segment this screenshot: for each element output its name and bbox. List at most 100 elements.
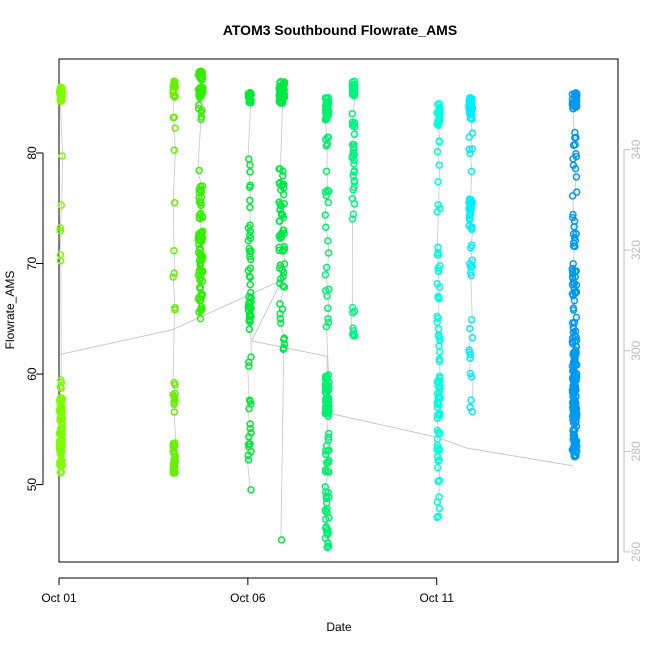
data-point [57,401,65,409]
data-point [275,246,283,255]
trace-line-8 [467,97,475,412]
data-point [570,233,579,242]
data-point [195,101,203,109]
data-point [434,325,443,333]
data-point [275,165,283,173]
data-point [57,404,66,412]
data-point [276,205,284,214]
data-point [435,493,443,501]
data-point [279,172,287,180]
data-point [277,230,285,238]
data-point [58,152,66,160]
data-point [570,451,579,460]
data-point [195,198,204,206]
data-point [170,146,179,154]
data-point [323,102,331,110]
data-point [278,247,287,255]
data-point [433,147,442,156]
data-point [324,314,332,323]
y2-tick-label: 300 [629,340,643,360]
data-point [244,306,253,315]
data-point [198,182,207,190]
data-point [280,260,289,268]
data-point [321,467,330,476]
data-point [435,295,443,303]
data-point [55,397,64,406]
data-point [169,81,177,90]
data-point [571,133,579,142]
data-point [245,433,253,441]
data-point [324,542,333,550]
data-point [569,141,578,149]
data-point [197,185,205,194]
data-point [350,150,359,159]
data-point [572,346,580,355]
y2-tick-label: 340 [629,139,643,159]
data-points [55,67,581,552]
data-point [435,409,443,418]
data-point [433,312,441,321]
data-point [170,378,178,387]
data-point [277,209,286,218]
data-point [467,94,475,103]
data-point [468,407,476,416]
y-tick-label: 60 [25,367,39,381]
data-point [275,85,284,93]
data-point [278,92,287,100]
data-point [170,269,178,277]
data-point [245,442,253,451]
data-point [435,392,443,401]
data-point [195,266,204,275]
data-point [321,524,330,533]
data-point [276,309,284,318]
data-point [246,302,254,311]
x-axis-label: Date [326,620,352,634]
data-point [569,260,577,268]
data-point [279,345,288,353]
data-point [324,198,333,207]
data-point [568,213,577,222]
data-point [436,429,444,438]
data-point [433,441,442,450]
data-point [280,340,289,349]
data-point [322,322,331,331]
data-point [569,431,578,439]
data-point [279,184,288,192]
data-point [434,264,442,272]
data-point [170,400,178,409]
data-point [198,290,206,299]
data-point [246,203,254,212]
data-point [323,133,332,141]
data-point [468,333,477,342]
data-point [569,230,578,238]
data-point [433,411,442,419]
data-point [572,97,581,106]
data-point [465,145,473,154]
data-point [322,499,331,507]
data-point [325,285,333,293]
data-point [171,124,179,132]
data-point [466,103,474,112]
data-point [435,357,444,366]
data-point [433,109,441,117]
data-point [435,99,444,108]
data-point [198,84,206,92]
data-point [171,304,179,312]
data-point [570,217,579,226]
data-point [465,348,474,356]
data-point [434,119,442,128]
data-point [56,257,65,265]
data-point [325,407,333,415]
data-point [198,254,206,263]
data-point [321,483,330,491]
data-point [276,78,285,86]
data-point [198,70,206,78]
data-point [322,167,331,176]
axes: Oct 01 Oct 06 Oct 11 50 60 70 80 260 280 300 320 34… [25,139,643,605]
data-point [324,318,333,327]
data-point [196,88,205,97]
data-point [170,246,178,255]
data-point [277,536,286,544]
data-point [467,315,476,324]
data-point [321,447,330,455]
